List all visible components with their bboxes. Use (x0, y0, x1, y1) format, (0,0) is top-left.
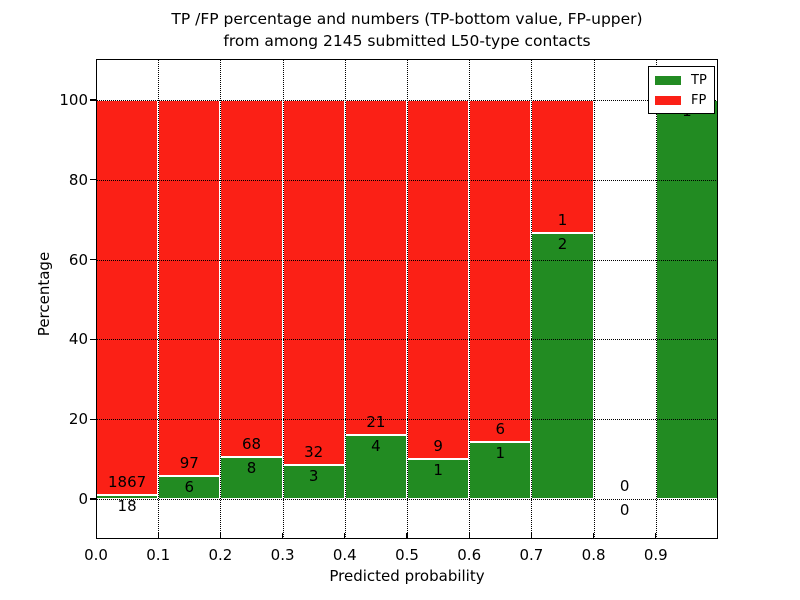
fp-count-label: 1867 (108, 473, 147, 492)
fp-count-label: 97 (179, 453, 199, 472)
gridline-x (469, 59, 471, 539)
x-tick-mark (593, 533, 595, 538)
gridline-y (96, 499, 718, 500)
legend-row-fp: FP (655, 94, 708, 107)
y-tick-mark (90, 338, 96, 340)
gridline-y (96, 179, 718, 181)
y-tick-mark (90, 259, 96, 261)
chart-title-line2: from among 2145 submitted L50-type conta… (223, 32, 591, 50)
y-tick-label: 0 (78, 490, 88, 508)
fp-count-label: 9 (433, 437, 443, 456)
bar-tp-segment (469, 442, 532, 499)
x-tick-mark (655, 533, 657, 538)
gridline-x (220, 59, 222, 539)
gridline-x (344, 59, 346, 539)
y-tick-mark (90, 179, 96, 181)
gridline-x (282, 59, 284, 539)
x-tick-label: 0.5 (395, 546, 419, 564)
y-tick-label: 40 (68, 330, 88, 349)
y-tick-label: 60 (68, 250, 88, 269)
gridline-x (655, 59, 657, 539)
tp-count-label: 18 (117, 497, 137, 516)
y-tick-mark (90, 99, 96, 101)
x-tick-label: 0.3 (270, 546, 295, 564)
fp-count-label: 32 (304, 442, 324, 461)
gridline-x (531, 59, 533, 539)
tp-count-label: 6 (184, 477, 195, 496)
x-tick-mark (157, 533, 159, 538)
x-tick-label: 0.4 (332, 546, 357, 564)
x-tick-label: 0.6 (457, 546, 482, 564)
gridline-y (96, 339, 718, 341)
x-tick-label: 0.9 (643, 546, 668, 564)
x-axis-label: Predicted probability (329, 567, 485, 585)
tp-count-label: 1 (495, 444, 506, 462)
bar-tp-segment (531, 233, 594, 499)
x-tick-mark (530, 533, 532, 538)
chart-title-line1: TP /FP percentage and numbers (TP-bottom… (171, 10, 643, 28)
y-tick-mark (90, 418, 96, 420)
gridline-x (593, 59, 595, 539)
gridline-y (96, 419, 718, 421)
y-tick-label: 20 (68, 410, 88, 429)
fp-count-label: 21 (366, 413, 386, 432)
legend: TP FP (648, 66, 715, 114)
bar-labels-layer: 1867189766883232149161120001 (96, 59, 718, 539)
bar-tp-segment (344, 435, 407, 499)
x-tick-mark (406, 533, 408, 538)
gridline-y (96, 259, 718, 261)
legend-label-fp: FP (691, 92, 707, 108)
x-tick-mark (344, 533, 346, 538)
x-tick-mark (282, 533, 284, 538)
y-tick-label: 80 (68, 170, 88, 189)
chart-title: TP /FP percentage and numbers (TP-bottom… (96, 8, 718, 52)
tp-count-label: 8 (246, 459, 257, 477)
x-tick-label: 0.8 (581, 546, 606, 564)
tp-count-label: 1 (433, 461, 443, 480)
fp-swatch-icon (655, 95, 681, 105)
y-tick-mark (90, 498, 96, 500)
x-tick-mark (468, 533, 470, 538)
bar-tp-segment (407, 459, 470, 499)
legend-row-tp: TP (655, 74, 708, 87)
tp-swatch-icon (655, 75, 681, 85)
bars-layer (96, 59, 718, 539)
y-tick-label: 100 (59, 91, 88, 109)
fp-count-label: 0 (619, 477, 630, 495)
tp-count-label: 4 (371, 437, 381, 456)
tp-count-label: 3 (308, 466, 319, 485)
x-tick-label: 0.0 (84, 546, 108, 564)
x-tick-label: 0.2 (208, 546, 233, 564)
x-tick-label: 0.7 (519, 546, 544, 564)
x-tick-mark (219, 533, 221, 538)
gridline-y (96, 100, 718, 101)
gridline-x (407, 59, 408, 539)
fp-count-label: 1 (557, 211, 568, 229)
x-tick-label: 0.1 (146, 546, 171, 564)
bar-fp-segment (407, 100, 470, 460)
legend-label-tp: TP (691, 72, 707, 88)
fp-count-label: 6 (495, 420, 506, 438)
fp-count-label: 68 (241, 435, 262, 453)
grid-layer (96, 59, 718, 539)
tp-count-label: 0 (619, 501, 630, 519)
tp-count-label: 2 (557, 235, 568, 253)
bar-fp-segment (531, 100, 594, 233)
plot-area: 1867189766883232149161120001 (96, 59, 718, 539)
gridline-x (158, 59, 160, 539)
